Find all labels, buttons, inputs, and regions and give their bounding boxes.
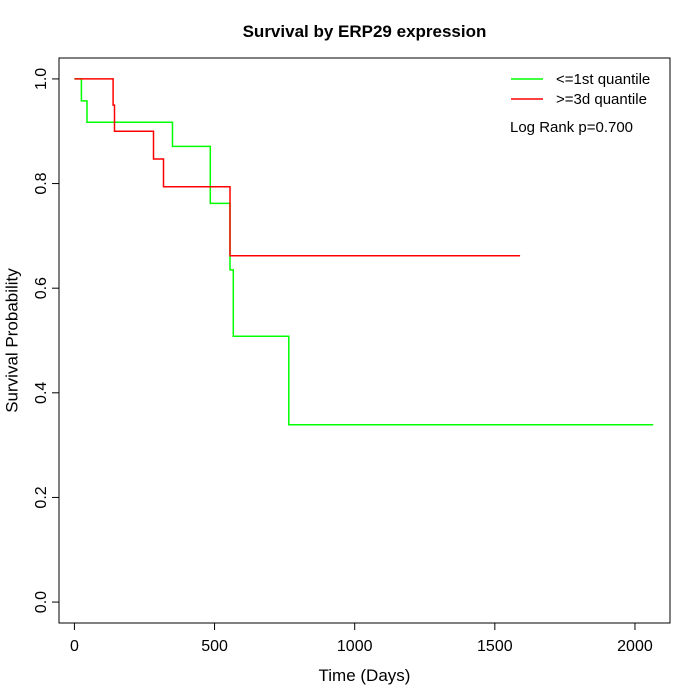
- y-tick-label: 0.0: [33, 591, 50, 613]
- y-axis-label: Survival Probability: [2, 268, 21, 413]
- x-tick-label: 1000: [337, 638, 373, 655]
- x-axis: 0 500 1000 1500 2000: [70, 622, 653, 655]
- x-axis-label: Time (Days): [319, 666, 411, 685]
- x-tick-label: 0: [70, 638, 79, 655]
- x-tick-label: 500: [201, 638, 228, 655]
- y-tick-label: 0.2: [33, 486, 50, 508]
- y-tick-label: 1.0: [33, 68, 50, 90]
- log-rank-annotation: Log Rank p=0.700: [510, 119, 633, 136]
- legend: <=1st quantile >=3d quantile: [511, 71, 650, 108]
- y-tick-label: 0.4: [33, 382, 50, 404]
- series-line-1: [74, 78, 654, 426]
- y-tick-label: 0.6: [33, 277, 50, 299]
- series-layer: [74, 78, 654, 426]
- x-tick-label: 1500: [477, 638, 513, 655]
- plot-frame: [58, 57, 671, 624]
- y-axis: 0.0 0.2 0.4 0.6 0.8 1.0: [33, 68, 60, 613]
- legend-label: <=1st quantile: [556, 71, 650, 88]
- series-line-2: [74, 78, 521, 257]
- chart-title: Survival by ERP29 expression: [243, 22, 487, 41]
- y-tick-label: 0.8: [33, 172, 50, 194]
- legend-label: >=3d quantile: [556, 91, 647, 108]
- x-tick-label: 2000: [617, 638, 653, 655]
